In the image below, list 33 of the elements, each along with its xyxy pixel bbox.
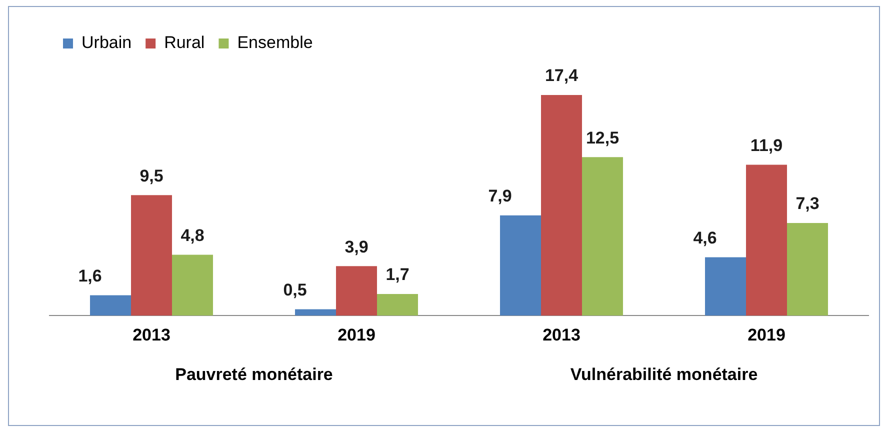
x-tick-label: 2013: [542, 325, 580, 344]
bar: [172, 254, 213, 316]
data-label: 1,7: [386, 265, 410, 284]
legend-label: Urbain: [82, 33, 132, 52]
legend-label: Ensemble: [237, 33, 313, 52]
bar: [377, 294, 418, 316]
x-tick-label: 2019: [748, 325, 786, 344]
x-tick-label: 2019: [338, 325, 376, 344]
text: Pauvreté monétaire: [175, 365, 333, 385]
x-tick-label: 2013: [132, 325, 170, 344]
data-label: 11,9: [750, 136, 783, 155]
bar: [746, 164, 787, 316]
data-label: 9,5: [140, 166, 164, 186]
data-label: 7,3: [796, 194, 820, 214]
bar: [787, 223, 828, 316]
text: Vulnérabilité monétaire: [570, 365, 758, 385]
bar: [582, 157, 623, 316]
bar: [336, 266, 377, 316]
data-label: 3,9: [344, 237, 368, 256]
legend-label: Rural: [164, 33, 205, 52]
data-label: 1,6: [78, 266, 102, 286]
data-label: 12,5: [586, 128, 620, 148]
bar: [90, 295, 131, 316]
bar: [500, 215, 541, 316]
data-label: 0,5: [283, 280, 307, 300]
bar: [131, 195, 172, 316]
bar: [541, 94, 582, 316]
bar: [705, 257, 746, 316]
data-label: 17,4: [544, 66, 579, 86]
data-label: 7,9: [488, 186, 512, 206]
bar: [295, 309, 336, 316]
data-label: 4,6: [693, 228, 717, 248]
data-label: 4,8: [180, 226, 204, 245]
